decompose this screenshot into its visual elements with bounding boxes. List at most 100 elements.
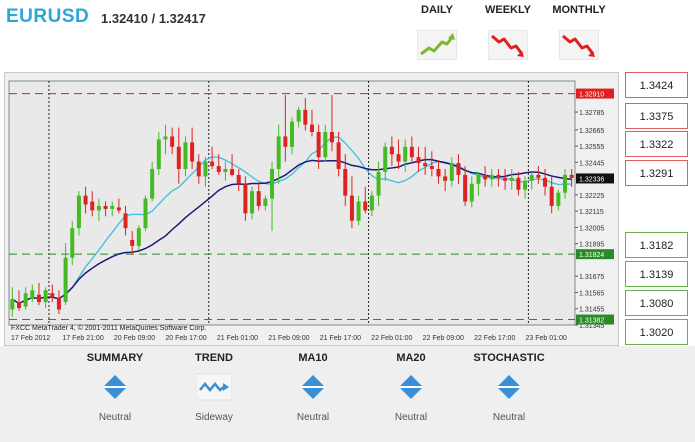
time-label: 22 Feb 17:00 bbox=[474, 335, 515, 342]
candle-body bbox=[396, 154, 401, 162]
indicator-title: TREND bbox=[195, 352, 233, 364]
price-tick-label: 1.32665 bbox=[579, 128, 604, 135]
candle-body bbox=[329, 132, 334, 143]
candle-body bbox=[190, 142, 195, 162]
price-tick-label: 1.32555 bbox=[579, 144, 604, 151]
candle-body bbox=[76, 195, 81, 229]
candle-body bbox=[509, 177, 514, 181]
candle-body bbox=[496, 174, 501, 178]
period-label: WEEKLY bbox=[484, 4, 532, 16]
resistance-level: 1.3375 bbox=[625, 103, 688, 129]
support-line-label-bg bbox=[576, 249, 614, 260]
candle-body bbox=[176, 146, 181, 169]
period-monthly[interactable]: MONTHLY bbox=[549, 4, 609, 60]
indicator-trend[interactable]: TREND Sideway bbox=[169, 352, 259, 423]
candle-body bbox=[63, 257, 68, 303]
candle-body bbox=[70, 228, 75, 258]
time-label: 20 Feb 17:00 bbox=[165, 335, 206, 342]
candle-body bbox=[436, 168, 441, 177]
price-tick-label: 1.31675 bbox=[579, 274, 604, 281]
indicator-summary[interactable]: SUMMARY Neutral bbox=[70, 352, 160, 423]
indicator-value: Neutral bbox=[98, 412, 132, 423]
candle-body bbox=[223, 168, 228, 172]
resistance-level: 1.3322 bbox=[625, 131, 688, 157]
current-price-label-bg bbox=[576, 173, 614, 184]
candle-body bbox=[243, 183, 248, 214]
indicator-value: Neutral bbox=[394, 412, 428, 423]
candle-body bbox=[43, 290, 48, 303]
indicator-title: MA10 bbox=[298, 352, 328, 364]
candle-body bbox=[156, 139, 161, 169]
indicator-ma20[interactable]: MA20 Neutral bbox=[366, 352, 456, 423]
period-weekly[interactable]: WEEKLY bbox=[478, 4, 538, 60]
candle-body bbox=[163, 136, 168, 140]
candle-body bbox=[429, 166, 434, 169]
candle-body bbox=[83, 195, 88, 205]
candle-body bbox=[349, 195, 354, 221]
candle-body bbox=[296, 109, 301, 122]
candle-body bbox=[309, 124, 314, 133]
support-line-label: 1.31824 bbox=[579, 252, 604, 259]
candle-body bbox=[449, 163, 454, 181]
time-label: 21 Feb 01:00 bbox=[217, 335, 258, 342]
indicator-stochastic[interactable]: STOCHASTIC Neutral bbox=[464, 352, 554, 423]
indicator-value: Sideway bbox=[195, 412, 233, 423]
candle-body bbox=[196, 161, 201, 177]
time-label: 21 Feb 17:00 bbox=[320, 335, 361, 342]
candle-body bbox=[483, 174, 488, 180]
candle-body bbox=[423, 163, 428, 167]
candle-body bbox=[56, 297, 61, 310]
header: EURUSD 1.32410 / 1.32417 DAILY WEEKLY MO… bbox=[0, 0, 695, 68]
support-level: 1.3139 bbox=[625, 261, 688, 287]
indicator-title: MA20 bbox=[396, 352, 426, 364]
candle-body bbox=[36, 294, 41, 303]
candle-body bbox=[90, 201, 95, 211]
candle-body bbox=[443, 176, 448, 181]
candle-body bbox=[130, 239, 135, 246]
neutral-diamond-icon bbox=[301, 375, 325, 399]
candle-body bbox=[316, 132, 321, 158]
candle-body bbox=[463, 174, 468, 202]
candle-body bbox=[30, 290, 35, 300]
trend-down-icon bbox=[559, 30, 599, 60]
candle-body bbox=[136, 228, 141, 246]
candle-body bbox=[456, 163, 461, 175]
candle-body bbox=[183, 142, 188, 169]
candle-body bbox=[389, 146, 394, 155]
resistance-level: 1.3291 bbox=[625, 160, 688, 186]
indicator-ma10[interactable]: MA10 Neutral bbox=[268, 352, 358, 423]
candle-body bbox=[569, 174, 574, 178]
candle-body bbox=[170, 136, 175, 147]
period-daily[interactable]: DAILY bbox=[407, 4, 467, 60]
support-level: 1.3020 bbox=[625, 319, 688, 345]
price-tick-label: 1.31455 bbox=[579, 307, 604, 314]
symbol-title: EURUSD bbox=[6, 6, 90, 27]
bottom-line-label-bg bbox=[576, 314, 614, 325]
time-label: 21 Feb 09:00 bbox=[268, 335, 309, 342]
indicator-panel: SUMMARY Neutral TREND Sideway MA10 Neutr… bbox=[0, 346, 695, 442]
candle-body bbox=[50, 293, 55, 298]
current-price-label: 1.32336 bbox=[579, 176, 604, 183]
price-tick-label: 1.32785 bbox=[579, 110, 604, 117]
candle-body bbox=[369, 195, 374, 211]
candle-body bbox=[250, 191, 255, 214]
price-tick-label: 1.32115 bbox=[579, 209, 604, 216]
candle-body bbox=[96, 205, 101, 211]
candle-body bbox=[469, 183, 474, 202]
time-label: 17 Feb 2012 bbox=[11, 335, 50, 342]
chart-watermark: FXCC MetaTrader 4, © 2001-2011 MetaQuote… bbox=[11, 324, 206, 332]
time-label: 20 Feb 09:00 bbox=[114, 335, 155, 342]
neutral-diamond-icon bbox=[103, 375, 127, 399]
candle-body bbox=[529, 174, 534, 181]
indicator-value: Neutral bbox=[296, 412, 330, 423]
price-tick-label: 1.31345 bbox=[579, 323, 604, 330]
candle-body bbox=[16, 302, 21, 308]
time-label: 23 Feb 01:00 bbox=[526, 335, 567, 342]
price-tick-label: 1.31895 bbox=[579, 242, 604, 249]
price-tick-label: 1.32225 bbox=[579, 193, 604, 200]
support-level: 1.3080 bbox=[625, 290, 688, 316]
candle-body bbox=[523, 180, 528, 190]
period-label: MONTHLY bbox=[552, 4, 606, 16]
price-chart[interactable]: 1.32785 1.32665 1.32555 1.32445 1.32225 1.321… bbox=[4, 72, 619, 346]
trend-up-icon bbox=[417, 30, 457, 60]
